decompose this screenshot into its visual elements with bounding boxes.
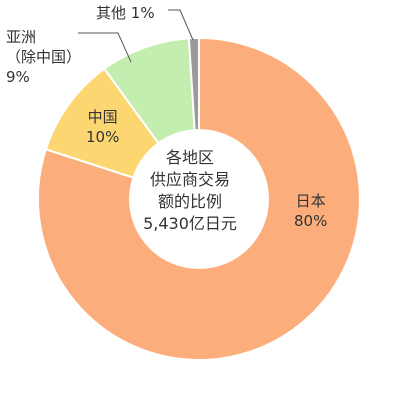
slice-label-japan-value: 80%	[294, 212, 328, 230]
slice-label-china-value: 10%	[86, 128, 120, 146]
slice-label-other-value: 1%	[130, 4, 155, 22]
slice-label-japan: 日本 80%	[294, 191, 327, 231]
slice-label-japan-name: 日本	[295, 192, 326, 210]
slice-label-asia-value: 9%	[6, 68, 30, 86]
center-label-line-3: 额的比例	[157, 192, 222, 211]
slice-label-asia-name-line-2: （除中国）	[6, 48, 82, 66]
donut-center-hole	[129, 129, 269, 269]
center-label-line-2: 供应商交易	[149, 170, 230, 189]
center-label-line-1: 各地区	[165, 148, 214, 167]
leader-line-asia	[78, 32, 132, 63]
slice-label-china-name: 中国	[87, 108, 118, 126]
slice-label-other-name: 其他	[96, 4, 127, 22]
center-label-line-4: 5,430亿日元	[143, 214, 237, 233]
slice-label-china: 中国 10%	[86, 107, 119, 147]
slice-label-asia-name-line-1: 亚洲	[6, 28, 37, 46]
slice-label-asia: 亚洲 （除中国） 9%	[6, 27, 81, 87]
slice-label-other: 其他 1%	[96, 3, 155, 23]
center-label: 各地区 供应商交易 额的比例 5,430亿日元	[135, 147, 245, 235]
leader-line-other	[168, 9, 194, 41]
leader-lines	[78, 9, 194, 63]
